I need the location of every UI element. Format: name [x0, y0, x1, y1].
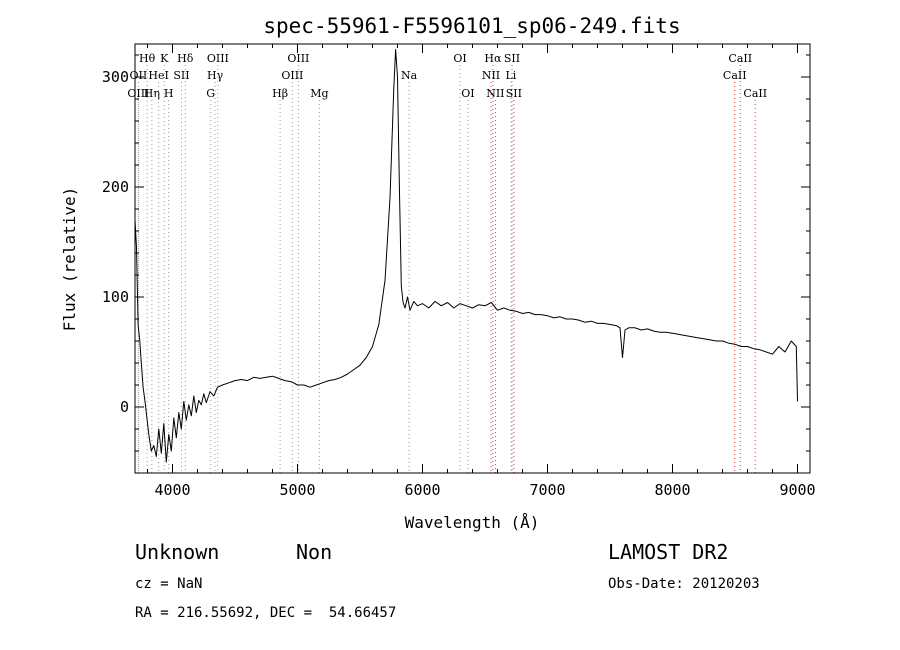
spectral-line-label: OII: [130, 69, 148, 82]
spectral-line-label: Hβ: [272, 87, 288, 100]
x-tick-label: 9000: [779, 481, 815, 499]
class-label: Unknown: [135, 540, 220, 564]
spectral-line-label: OI: [453, 52, 466, 65]
spectral-line-label: K: [160, 52, 169, 65]
spectral-line-label: CaII: [728, 52, 752, 65]
spectral-line-label: SII: [173, 69, 189, 82]
spectral-line-label: CaII: [743, 87, 767, 100]
spectral-line-label: Hα: [484, 52, 502, 65]
x-tick-label: 7000: [529, 481, 565, 499]
x-axis-title: Wavelength (Å): [405, 513, 540, 532]
x-tick-label: 6000: [404, 481, 440, 499]
y-tick-label: 300: [102, 68, 129, 86]
subclass-label: Non: [296, 540, 333, 564]
plot-frame: [134, 43, 811, 474]
spectral-line-label: HeI: [148, 69, 168, 82]
spectral-line-label: SII: [506, 87, 522, 100]
spectral-line-label: Hγ: [207, 69, 224, 82]
survey-label: LAMOST DR2: [608, 540, 729, 564]
y-tick-label: 200: [102, 178, 129, 196]
chart-title: spec-55961-F5596101_sp06-249.fits: [263, 14, 680, 38]
spectral-line-label: Hη: [144, 87, 160, 100]
spectral-line-label: OIII: [207, 52, 229, 65]
series-layer: [134, 49, 798, 463]
spectral-line-label: H: [164, 87, 174, 100]
spectral-line-label: Mg: [310, 87, 328, 100]
spectral-line-label: NII: [486, 87, 504, 100]
x-tick-label: 8000: [654, 481, 690, 499]
spectrum-series-line: [134, 49, 798, 463]
spectral-line-markers: [137, 65, 756, 473]
spectral-line-label: OIII: [287, 52, 309, 65]
x-axis: 4000 5000 6000 7000 8000 9000: [147, 44, 816, 499]
spectral-line-label: Hθ: [139, 52, 156, 65]
spectral-line-label: Na: [401, 69, 418, 82]
y-axis: 0 100 200 300: [102, 54, 810, 452]
x-tick-label: 4000: [154, 481, 190, 499]
spectral-line-label: NII: [482, 69, 500, 82]
spectral-line-labels: HθOIIOIIIHηHeIKHSIIHδGHγOIIIHβOIIIOIIIMg…: [127, 52, 767, 100]
spectral-line-label: OIII: [127, 87, 149, 100]
spectral-line-label: Hδ: [177, 52, 194, 65]
spectral-line-label: CaII: [723, 69, 747, 82]
spectral-line-label: OIII: [281, 69, 303, 82]
spectral-line-label: OI: [461, 87, 474, 100]
x-tick-label: 5000: [279, 481, 315, 499]
y-axis-title: Flux (relative): [60, 187, 79, 332]
y-tick-label: 100: [102, 288, 129, 306]
redshift-label: cz = NaN: [135, 576, 203, 592]
obs-date-label: Obs-Date: 20120203: [608, 576, 760, 592]
y-tick-label: 0: [120, 398, 129, 416]
spectral-line-label: Li: [505, 69, 516, 82]
spectral-line-label: G: [206, 87, 215, 100]
coordinates-label: RA = 216.55692, DEC = 54.66457: [135, 605, 397, 621]
spectral-line-label: SII: [504, 52, 520, 65]
